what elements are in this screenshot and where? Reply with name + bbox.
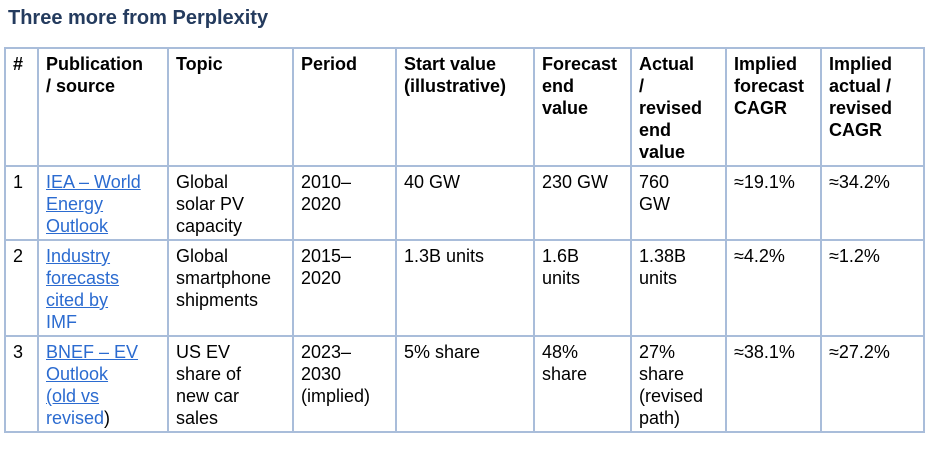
implied-forecast-cagr-cell: ≈19.1% (725, 165, 822, 241)
header-number: # (4, 47, 39, 167)
actual-end-value-cell: 760 GW (630, 165, 727, 241)
header-topic: Topic (167, 47, 294, 167)
table-row: 3 BNEF – EV Outlook (old vs revised) US … (4, 335, 925, 433)
start-value-cell: 1.3B units (395, 239, 535, 337)
implied-actual-cagr-cell: ≈1.2% (820, 239, 925, 337)
forecast-end-value-cell: 48% share (533, 335, 632, 433)
implied-forecast-cagr-cell: ≈38.1% (725, 335, 822, 433)
period-cell: 2010– 2020 (292, 165, 397, 241)
table-header-row: # Publication / source Topic Period Star… (4, 47, 925, 167)
row-number: 1 (4, 165, 39, 241)
implied-actual-cagr-cell: ≈34.2% (820, 165, 925, 241)
topic-cell: Global solar PV capacity (167, 165, 294, 241)
start-value-cell: 5% share (395, 335, 535, 433)
publication-link[interactable]: IEA – World Energy Outlook (46, 172, 141, 236)
header-publication-source: Publication / source (37, 47, 169, 167)
publication-suffix: ) (104, 408, 111, 428)
publication-source-cell: IEA – World Energy Outlook (37, 165, 169, 241)
implied-forecast-cagr-cell: ≈4.2% (725, 239, 822, 337)
forecast-end-value-cell: 1.6B units (533, 239, 632, 337)
publication-link-tail: IMF (46, 312, 77, 332)
period-cell: 2023– 2030 (implied) (292, 335, 397, 433)
publication-source-cell: BNEF – EV Outlook (old vs revised) (37, 335, 169, 433)
topic-cell: Global smartphone shipments (167, 239, 294, 337)
publication-link[interactable]: Industry forecasts cited by (46, 246, 120, 310)
actual-end-value-cell: 1.38B units (630, 239, 727, 337)
publication-source-cell: Industry forecasts cited by IMF (37, 239, 169, 337)
row-number: 3 (4, 335, 39, 433)
publication-link-tail: revised (46, 408, 105, 428)
header-forecast-end-value: Forecast end value (533, 47, 632, 167)
table-row: 2 Industry forecasts cited by IMF Global… (4, 239, 925, 337)
table-row: 1 IEA – World Energy Outlook Global sola… (4, 165, 925, 241)
header-implied-forecast-cagr: Implied forecast CAGR (725, 47, 822, 167)
publication-link[interactable]: BNEF – EV Outlook (old vs (46, 342, 139, 406)
forecast-comparison-table: # Publication / source Topic Period Star… (4, 47, 925, 433)
actual-end-value-cell: 27% share (revised path) (630, 335, 727, 433)
header-period: Period (292, 47, 397, 167)
header-actual-revised-end-value: Actual / revised end value (630, 47, 727, 167)
start-value-cell: 40 GW (395, 165, 535, 241)
header-start-value: Start value (illustrative) (395, 47, 535, 167)
page-title: Three more from Perplexity (8, 7, 269, 29)
implied-actual-cagr-cell: ≈27.2% (820, 335, 925, 433)
header-implied-actual-cagr: Implied actual / revised CAGR (820, 47, 925, 167)
topic-cell: US EV share of new car sales (167, 335, 294, 433)
period-cell: 2015– 2020 (292, 239, 397, 337)
row-number: 2 (4, 239, 39, 337)
forecast-end-value-cell: 230 GW (533, 165, 632, 241)
